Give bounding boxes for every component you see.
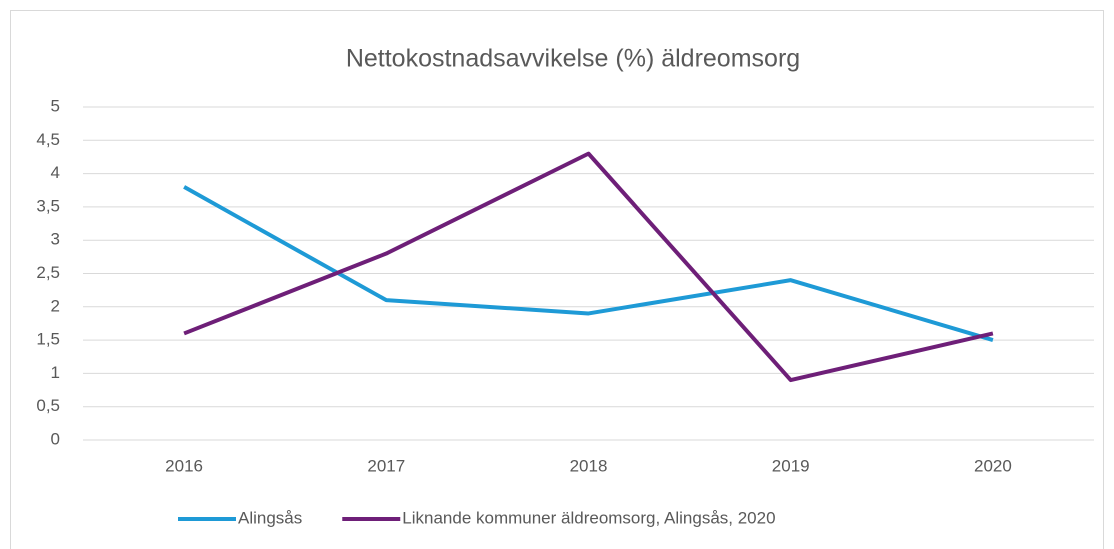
chart-border [10,10,1104,549]
y-tick-label: 1,5 [36,330,60,349]
y-tick-label: 4 [51,163,60,182]
x-tick-label: 2016 [165,456,203,475]
y-tick-label: 4,5 [36,130,60,149]
legend-label: Alingsås [238,508,302,527]
y-tick-label: 2 [51,296,60,315]
y-tick-label: 0 [51,429,60,448]
x-tick-label: 2017 [367,456,405,475]
legend-label: Liknande kommuner äldreomsorg, Alingsås,… [402,508,775,527]
x-tick-label: 2018 [570,456,608,475]
series-line [183,151,994,383]
x-tick-label: 2020 [974,456,1012,475]
y-tick-label: 3,5 [36,196,60,215]
series-line [183,185,994,343]
chart-title: Nettokostnadsavvikelse (%) äldreomsorg [346,45,800,73]
y-tick-label: 2,5 [36,263,60,282]
x-tick-label: 2019 [772,456,810,475]
y-tick-label: 1 [51,363,60,382]
y-tick-label: 0,5 [36,396,60,415]
y-tick-label: 3 [51,230,60,249]
y-tick-label: 5 [51,96,60,115]
